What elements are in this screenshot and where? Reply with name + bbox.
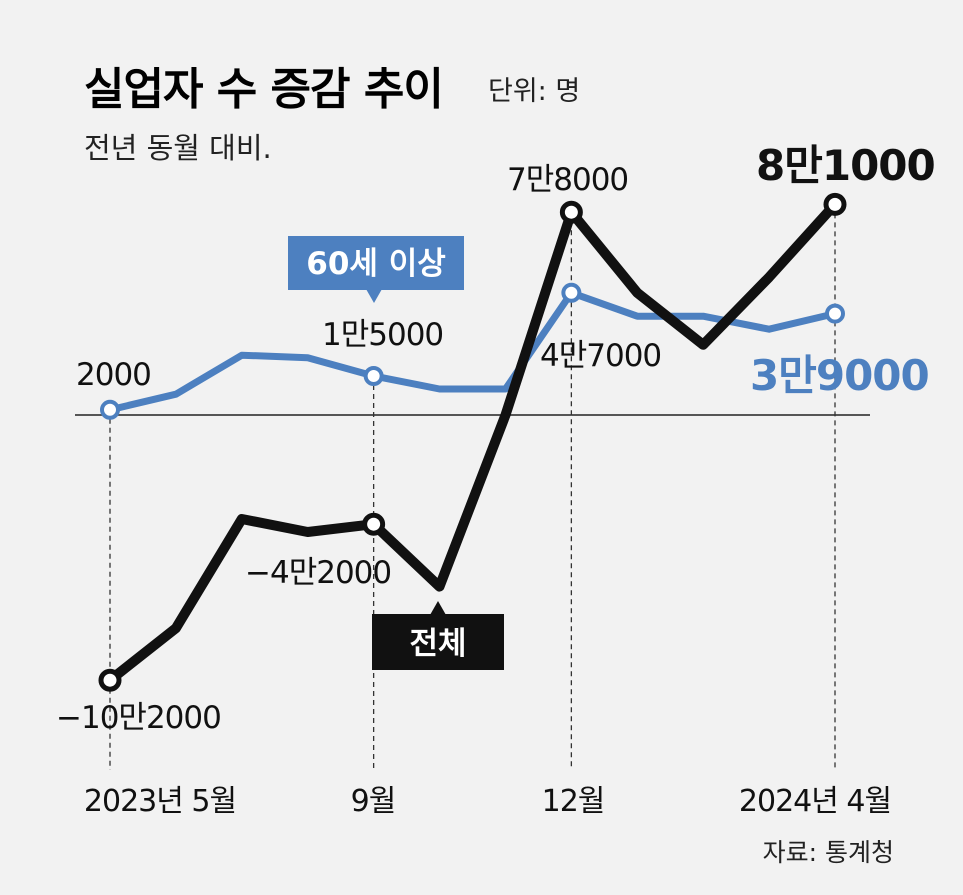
x-tick-2024-04: 2024년 4월 [739,784,891,819]
label-senior-sep: 1만5000 [322,317,443,353]
tag-senior-box [288,236,464,290]
label-senior-apr: 3만9000 [750,351,929,400]
x-tick-2023-05: 2023년 5월 [84,784,236,819]
chart-subtitle: 전년 동월 대비. [84,131,272,165]
total-marker-0 [98,668,122,692]
label-senior-dec: 4만7000 [540,338,661,374]
label-total-apr: 8만1000 [756,141,935,190]
label-total-sep: −4만2000 [245,555,391,591]
guide-lines [109,204,836,770]
senior-marker-4 [363,366,384,386]
tag-senior: 60세 이상 [288,236,464,303]
tag-senior-label: 60세 이상 [306,246,446,282]
senior-marker-11 [825,303,845,324]
tag-total-pointer [430,601,446,615]
senior-marker-7 [561,282,582,303]
unit-label: 단위: 명 [488,76,580,107]
series-line-senior [106,289,839,414]
series-line-total [105,199,840,686]
x-tick-12: 12월 [542,784,605,819]
total-marker-11 [823,192,847,216]
chart-title: 실업자 수 증감 추이 [84,64,443,115]
source-label: 자료: 통계청 [763,838,894,867]
total-marker-7 [559,200,583,224]
tag-senior-pointer [366,289,382,303]
markers [98,192,847,692]
tag-total: 전체 [372,601,504,670]
label-total-may: −10만2000 [56,700,221,736]
tag-total-box [372,614,504,670]
x-tick-09: 9월 [351,784,396,819]
label-senior-may: 2000 [76,357,151,393]
senior-marker-0 [100,399,120,420]
total-marker-4 [362,512,386,536]
label-total-dec: 7만8000 [507,162,628,198]
tag-total-label: 전체 [409,626,466,662]
